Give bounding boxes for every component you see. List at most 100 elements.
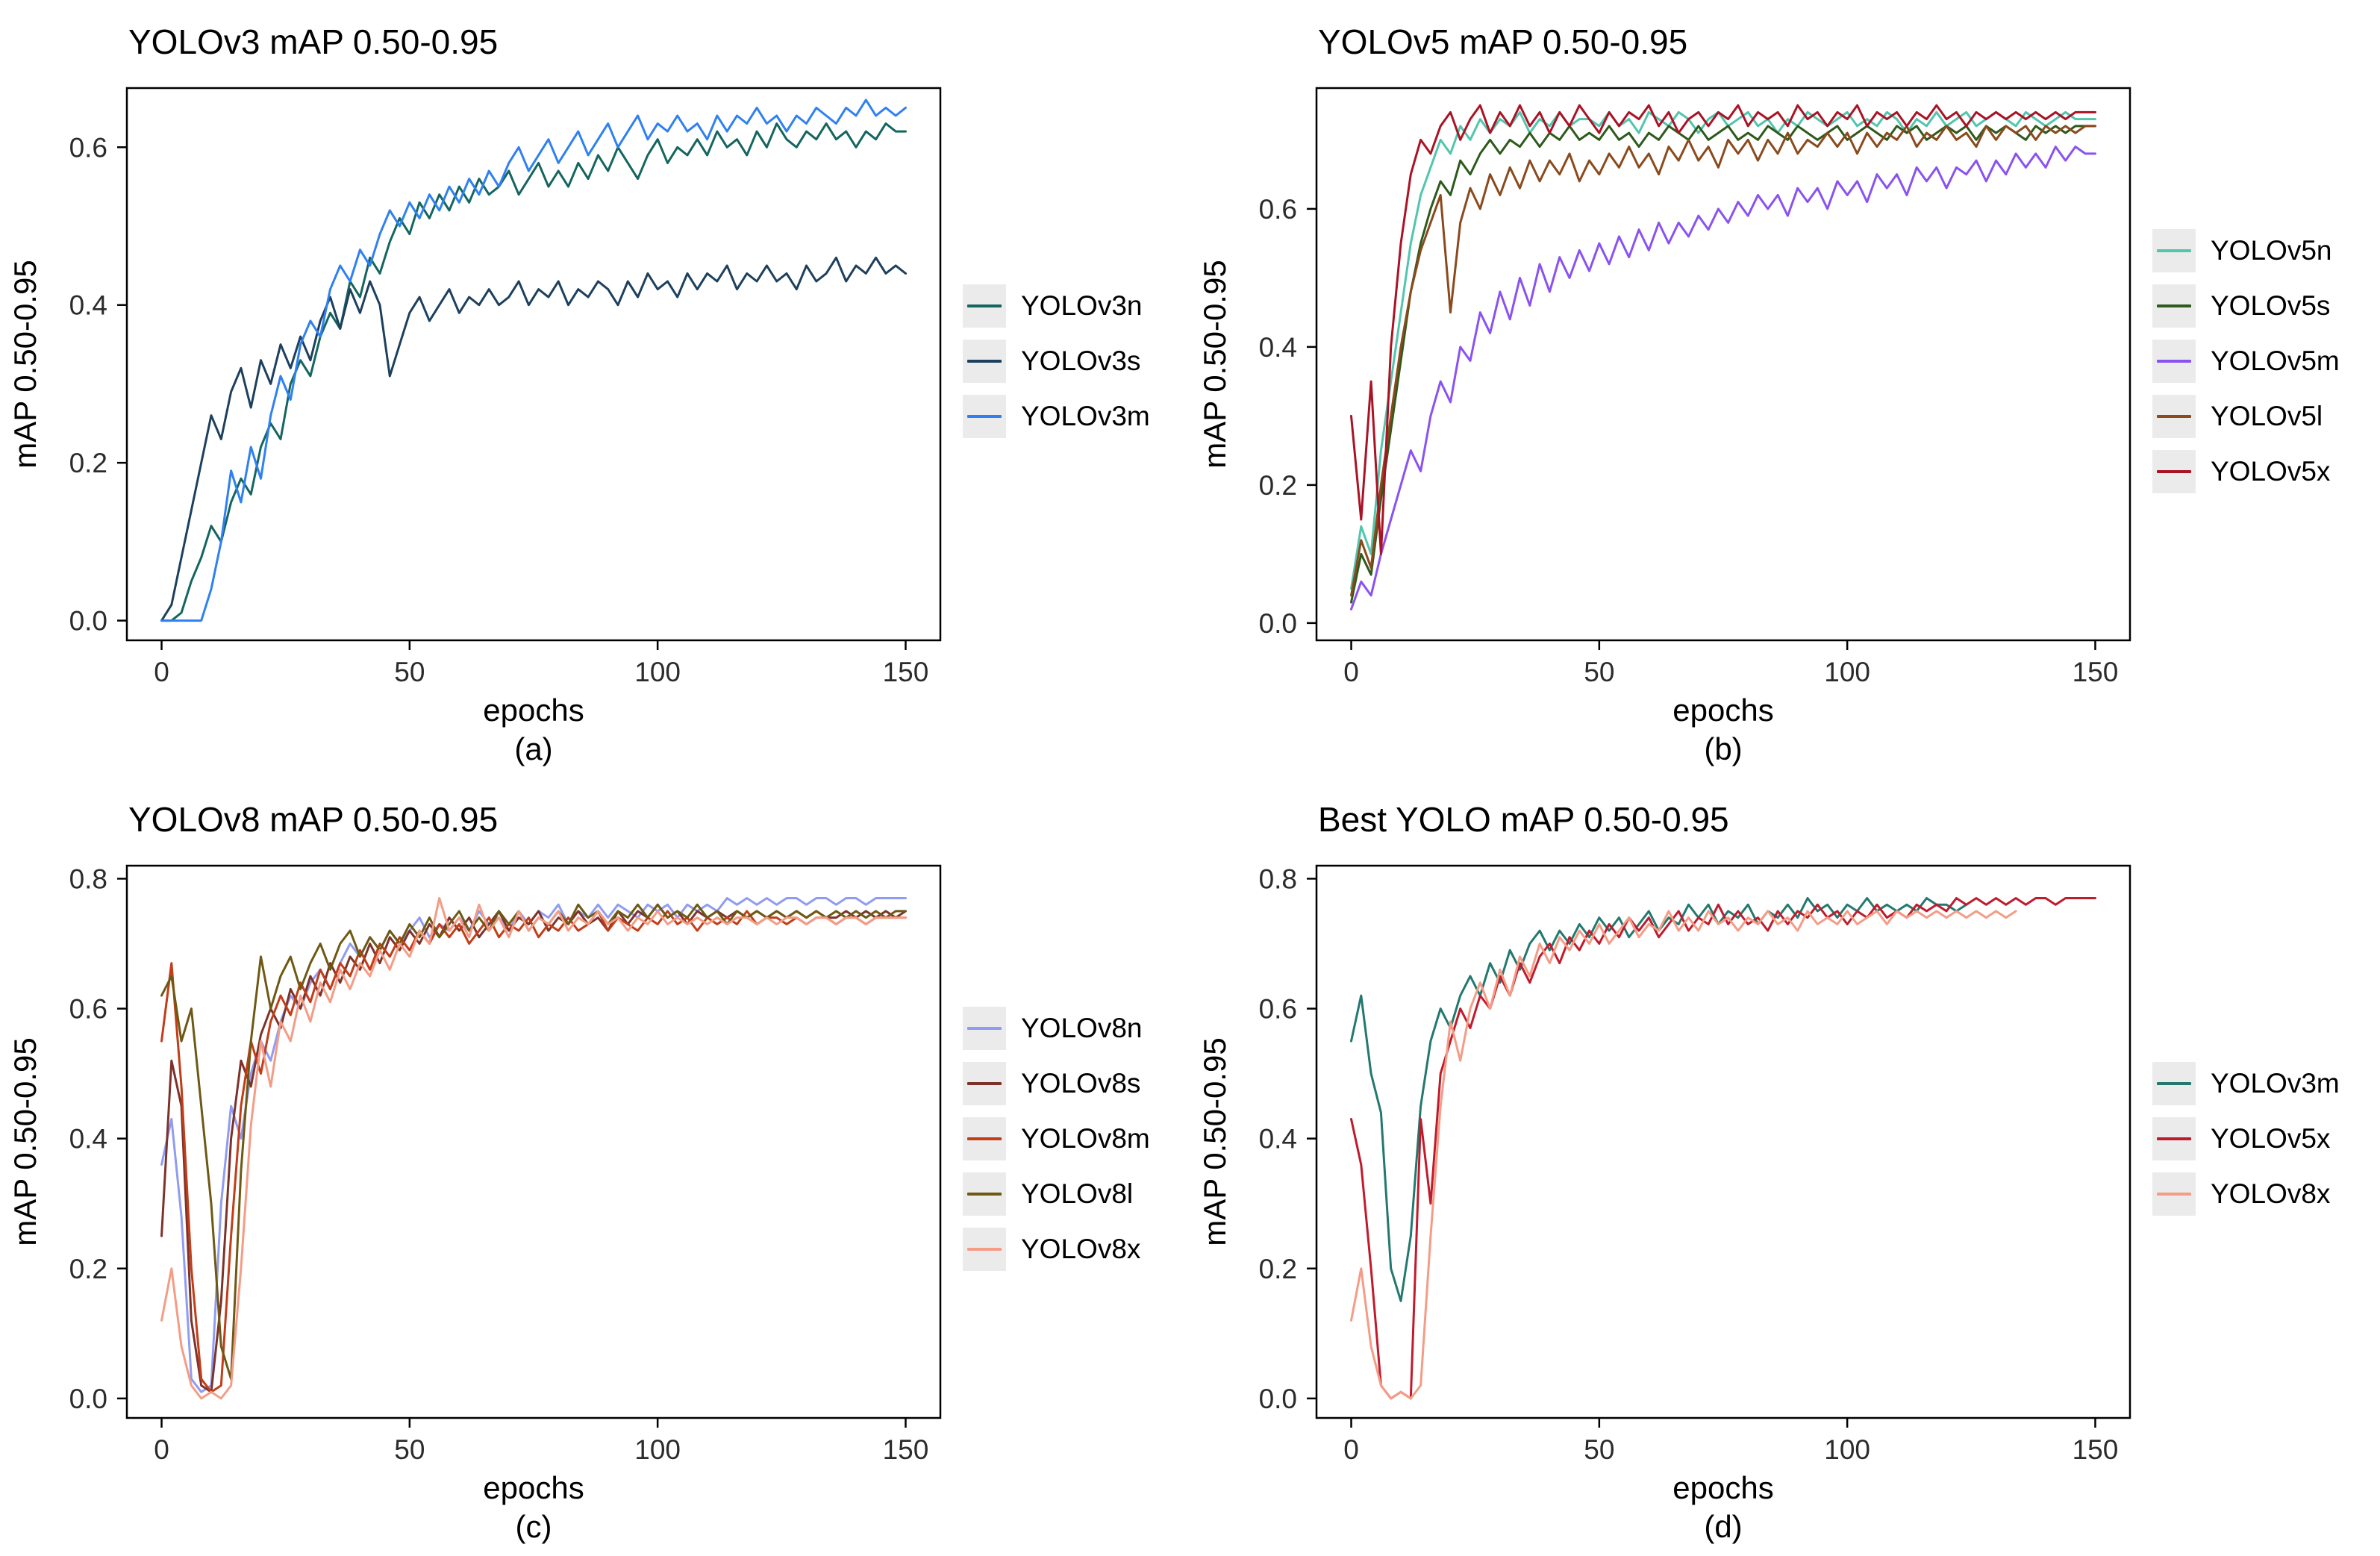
legend-label: YOLOv8m [1021, 1123, 1150, 1154]
legend-item-YOLOv8n: YOLOv8n [963, 1007, 1190, 1050]
legend-key-icon [963, 284, 1006, 328]
y-tick-label: 0.2 [1259, 1254, 1297, 1284]
legend-key-icon [2152, 1062, 2196, 1105]
legend-item-YOLOv5n: YOLOv5n [2152, 229, 2380, 272]
legend-item-YOLOv8x: YOLOv8x [2152, 1172, 2380, 1216]
panel-border [1315, 864, 2131, 1419]
series-line-YOLOv3s [160, 256, 907, 622]
legend-key-icon [963, 340, 1006, 383]
caption-a: (a) [514, 731, 553, 766]
y-tick-label: 0.0 [69, 1384, 107, 1414]
y-tick-label: 0.4 [69, 1124, 107, 1154]
legend-line-icon [967, 1193, 1002, 1196]
legend-line-icon [967, 360, 1002, 363]
series-line-YOLOv3m [160, 99, 907, 622]
panel-border [1315, 87, 2131, 642]
x-tick-label: 100 [634, 657, 681, 687]
legend-key-icon [2152, 229, 2196, 272]
legend-label: YOLOv3m [1021, 401, 1150, 431]
y-tick-label: 0.6 [1259, 194, 1297, 225]
y-tick-label: 0.4 [69, 290, 107, 321]
chart-yolov5: 0 50 100 150 0.0 0.2 0.4 0.6 mAP 0.50-0.95 epochs [1197, 87, 2131, 728]
x-tick-label: 0 [154, 657, 169, 687]
x-axis-label: epochs [483, 1470, 584, 1505]
y-tick-label: 0.8 [1259, 863, 1297, 894]
x-tick-label: 150 [2073, 657, 2119, 687]
series-line-YOLOv8m [160, 910, 907, 1393]
series-line-YOLOv8s [160, 903, 907, 1393]
legend-key-icon [963, 1228, 1006, 1271]
legend-key-icon [2152, 450, 2196, 493]
legend-label: YOLOv5m [2211, 346, 2340, 376]
series-line-YOLOv8x [160, 897, 907, 1400]
y-tick-label: 0.0 [1259, 1384, 1297, 1414]
legend-line-icon [967, 415, 1002, 418]
series-line-YOLOv5x [1350, 897, 2096, 1400]
x-axis-label: epochs [1672, 1470, 1773, 1505]
legend-item-YOLOv3m: YOLOv3m [963, 395, 1190, 438]
legend-label: YOLOv8l [1021, 1178, 1134, 1209]
legend-line-icon [967, 1137, 1002, 1140]
plot-title-d: Best YOLO mAP 0.50-0.95 [1318, 800, 1729, 839]
legend-yolov3: YOLOv3n YOLOv3s YOLOv3m [963, 18, 1190, 749]
legend-key-icon [963, 395, 1006, 438]
legend-label: YOLOv3m [2211, 1068, 2340, 1099]
x-axis-label: epochs [483, 693, 584, 728]
legend-item-YOLOv8m: YOLOv8m [963, 1117, 1190, 1160]
legend-key-icon [2152, 1172, 2196, 1216]
legend-item-YOLOv8x: YOLOv8x [963, 1228, 1190, 1271]
y-tick-label: 0.0 [1259, 608, 1297, 639]
panel-c: YOLOv8 mAP 0.50-0.95 0 50 100 150 0.0 0.2 0.4 0… [0, 778, 1190, 1556]
legend-item-YOLOv5s: YOLOv5s [2152, 284, 2380, 328]
x-tick-label: 50 [394, 657, 425, 687]
y-tick-label: 0.2 [1259, 470, 1297, 501]
series-line-YOLOv5m [1350, 146, 2096, 610]
legend-key-icon [2152, 284, 2196, 328]
chart-yolov3: 0 50 100 150 0.0 0.2 0.4 0.6 mAP 0.50-0.95 epochs [7, 87, 942, 728]
legend-line-icon [2157, 1082, 2191, 1085]
x-axis-label: epochs [1672, 693, 1773, 728]
legend-label: YOLOv8n [1021, 1013, 1143, 1043]
y-axis-label: mAP 0.50-0.95 [7, 260, 43, 468]
legend-key-icon [963, 1117, 1006, 1160]
chart-best-yolo: 0 50 100 150 0.0 0.2 0.4 0.6 0.8 mAP 0.50-0.95 epo… [1197, 863, 2131, 1505]
plot-title-a: YOLOv3 mAP 0.50-0.95 [128, 22, 499, 61]
legend-line-icon [2157, 415, 2191, 418]
x-tick-label: 0 [1343, 1434, 1359, 1465]
panel-border [125, 87, 942, 642]
y-tick-label: 0.6 [69, 132, 107, 163]
y-tick-label: 0.0 [69, 606, 107, 637]
y-tick-label: 0.2 [69, 448, 107, 478]
panel-d: Best YOLO mAP 0.50-0.95 0 50 100 150 0.0 0.2 0… [1190, 778, 2380, 1556]
series-line-YOLOv8n [160, 897, 907, 1393]
legend-item-YOLOv8l: YOLOv8l [963, 1172, 1190, 1216]
plot-col-c: YOLOv8 mAP 0.50-0.95 0 50 100 150 0.0 0.2 0.4 0… [0, 796, 963, 1545]
legend-label: YOLOv8s [1021, 1068, 1141, 1099]
legend-line-icon [2157, 249, 2191, 252]
legend-key-icon [2152, 1117, 2196, 1160]
legend-item-YOLOv5m: YOLOv5m [2152, 340, 2380, 383]
legend-line-icon [2157, 1137, 2191, 1140]
legend-yolov8: YOLOv8n YOLOv8s YOLOv8m YOLOv8l YOLOv8x [963, 796, 1190, 1527]
x-tick-label: 150 [883, 1434, 929, 1465]
legend-item-YOLOv3s: YOLOv3s [963, 340, 1190, 383]
legend-label: YOLOv5x [2211, 1123, 2331, 1154]
legend-label: YOLOv3n [1021, 290, 1143, 321]
legend-key-icon [2152, 395, 2196, 438]
series-line-YOLOv8l [160, 903, 907, 1381]
x-tick-label: 150 [883, 657, 929, 687]
panel-border [125, 864, 942, 1419]
legend-label: YOLOv5s [2211, 290, 2331, 321]
plot-title-c: YOLOv8 mAP 0.50-0.95 [128, 800, 499, 839]
y-axis-label: mAP 0.50-0.95 [7, 1037, 43, 1246]
legend-line-icon [2157, 1193, 2191, 1196]
y-tick-label: 0.8 [69, 863, 107, 894]
series-line-YOLOv5l [1350, 125, 2096, 597]
legend-item-YOLOv5x: YOLOv5x [2152, 450, 2380, 493]
legend-label: YOLOv5l [2211, 401, 2323, 431]
y-tick-label: 0.4 [1259, 1124, 1297, 1154]
x-tick-label: 50 [1584, 657, 1614, 687]
y-tick-label: 0.6 [69, 994, 107, 1025]
legend-label: YOLOv3s [1021, 346, 1141, 376]
legend-line-icon [2157, 470, 2191, 473]
